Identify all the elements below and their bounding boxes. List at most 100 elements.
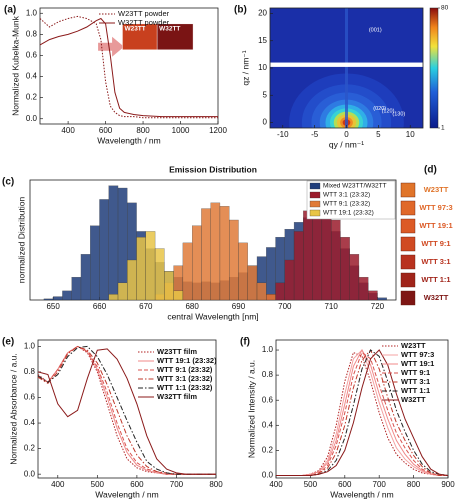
histogram-bar — [219, 206, 230, 301]
histogram-bar — [90, 225, 100, 301]
legend-label: WTT 1:1 — [401, 386, 430, 395]
x-tick-label: 700 — [373, 480, 387, 489]
y-tick-label: 10 — [258, 63, 267, 72]
color-swatch — [400, 254, 416, 270]
swatch-label: WTT 9:1 — [421, 239, 450, 248]
swatch-label: WTT 1:1 — [421, 275, 450, 284]
inset-photo — [122, 23, 159, 51]
x-tick-label: 800 — [407, 480, 421, 489]
panel-label: (a) — [4, 5, 16, 16]
series-line — [37, 345, 216, 475]
legend-label: WTT 3:1 (23:32) — [157, 374, 213, 383]
x-tick-label: 700 — [278, 302, 292, 311]
histogram-bar — [145, 231, 156, 301]
histogram-bar — [164, 271, 174, 301]
peak-annotation: (130) — [392, 111, 405, 117]
histogram-bar — [43, 298, 54, 301]
x-axis-label: central Wavelength [nm] — [167, 311, 258, 321]
series-line — [39, 15, 218, 119]
series-line — [276, 351, 448, 476]
histogram-bar — [108, 294, 119, 301]
y-axis-label: Normalized Absorbance / a.u. — [8, 353, 18, 465]
x-tick-label: 5 — [376, 130, 381, 139]
color-swatch — [400, 236, 416, 252]
color-swatch — [400, 182, 416, 198]
legend-label: WTT 3:1 — [401, 377, 430, 386]
legend-label: W32TT — [401, 395, 426, 404]
y-tick-label: 0.4 — [24, 418, 36, 427]
histogram-bar — [330, 219, 341, 301]
histogram-bar — [238, 242, 248, 301]
histogram-bar — [182, 242, 193, 301]
legend-label: W32TT powder — [118, 18, 170, 27]
x-tick-label: 720 — [371, 302, 385, 311]
x-tick-label: 400 — [61, 126, 75, 135]
color-swatch — [400, 290, 416, 306]
color-swatch — [400, 272, 416, 288]
x-tick-label: 900 — [441, 480, 455, 489]
legend-label: WTT 19:1 (23:32) — [157, 356, 217, 365]
colorbar-tick-label: 80 — [441, 5, 449, 12]
histogram-bar — [266, 294, 276, 301]
x-axis-label: Wavelength / nm — [330, 489, 393, 499]
histogram-bar — [229, 219, 239, 301]
peak-annotation: (120) — [382, 109, 395, 115]
x-tick-label: 800 — [136, 126, 150, 135]
histogram-bar — [303, 210, 313, 301]
y-tick-label: 15 — [258, 36, 267, 45]
legend-swatch — [309, 191, 321, 199]
y-axis-label: normalized Distribution — [16, 197, 26, 284]
x-tick-label: 600 — [99, 126, 113, 135]
frame — [275, 339, 449, 479]
x-axis-label: qy / nm⁻¹ — [329, 139, 364, 149]
legend-label: WTT 19:1 — [401, 359, 434, 368]
y-tick-label: 0.2 — [24, 444, 36, 453]
legend-label: Mixed W23TT/W32TT — [323, 183, 387, 190]
x-tick-label: 650 — [46, 302, 60, 311]
legend-label: WTT 97:3 — [401, 350, 434, 359]
y-tick-label: 1.0 — [24, 341, 36, 350]
histogram-bar — [377, 297, 387, 301]
histogram-bar — [62, 290, 72, 301]
heatmap — [270, 8, 423, 128]
swatch-label: WTT 3:1 — [421, 257, 450, 266]
x-tick-label: 660 — [93, 302, 107, 311]
legend-label: WTT 9:1 (23:32) — [323, 201, 370, 208]
x-tick-label: 700 — [170, 480, 184, 489]
histogram-bar — [266, 247, 276, 301]
legend-label: WTT 9:1 — [401, 368, 430, 377]
legend-label: W32TT film — [157, 392, 197, 401]
x-tick-label: 670 — [139, 302, 153, 311]
x-tick-label: -5 — [311, 130, 319, 139]
y-tick-label: 0.0 — [26, 114, 38, 123]
y-axis-label: Normalized Intensity / a.u. — [246, 360, 256, 458]
missing-wedge — [345, 8, 348, 128]
y-tick-label: 5 — [263, 90, 268, 99]
y-tick-label: 0.0 — [24, 469, 36, 478]
x-tick-label: 800 — [209, 480, 223, 489]
series-line — [276, 351, 448, 476]
y-tick-label: 0.6 — [26, 51, 38, 60]
legend-label: WTT 1:1 (23:32) — [157, 383, 213, 392]
y-tick-label: 0.2 — [26, 93, 38, 102]
y-tick-label: 0.6 — [24, 393, 36, 402]
histogram-bar — [117, 282, 128, 301]
x-tick-label: 400 — [51, 480, 65, 489]
inset-label: W32TT — [159, 26, 180, 33]
swatch-label: WTT 19:1 — [419, 221, 452, 230]
legend-swatch — [309, 209, 321, 217]
colorbar — [429, 7, 439, 129]
x-tick-label: 0 — [344, 130, 349, 139]
histogram-bar — [127, 259, 137, 301]
histogram-bar — [340, 236, 350, 301]
panel-label: (e) — [2, 337, 14, 348]
series-line — [276, 349, 449, 476]
histogram-bar — [275, 282, 285, 301]
series-line — [39, 17, 218, 118]
y-tick-label: 0.8 — [24, 367, 36, 376]
histogram-bar — [358, 276, 369, 301]
y-tick-label: 0.8 — [262, 370, 274, 379]
x-axis-label: Wavelength / nm — [97, 135, 160, 145]
swatch-label: W23TT — [424, 185, 449, 194]
